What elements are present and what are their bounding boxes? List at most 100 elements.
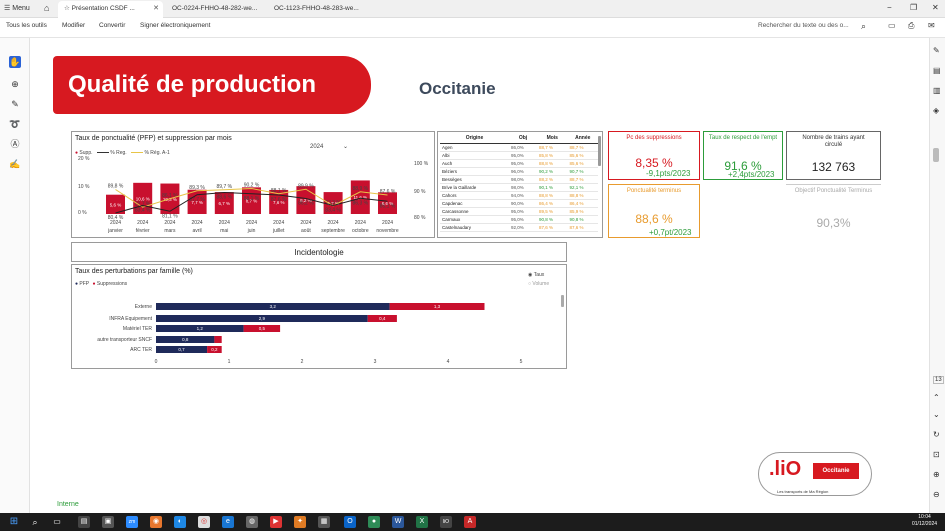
chart-scrollbar[interactable]: [561, 295, 564, 307]
pen-tool-icon[interactable]: ✎: [11, 99, 19, 109]
kpi-objective-value: 90,3%: [816, 216, 851, 230]
x-month-label: avril: [193, 228, 202, 234]
table-cell: 95,0%: [508, 159, 538, 168]
radio-volume[interactable]: ○ Volume: [528, 281, 550, 287]
reg-label: 86,2 %: [298, 201, 314, 207]
text-box-tool-icon[interactable]: Ⓐ: [10, 139, 20, 149]
lio-app-icon[interactable]: liO: [440, 516, 452, 528]
region-label: Occitanie: [419, 79, 496, 98]
maximize-icon[interactable]: ❐: [910, 3, 918, 12]
table-row[interactable]: Castelnaudary 92,0% 87,6 % 87,6 %: [440, 223, 598, 232]
fit-page-icon[interactable]: ⊡: [933, 450, 940, 459]
app4-icon[interactable]: ▦: [318, 516, 330, 528]
reg-prev-label: 89,7 %: [217, 184, 233, 190]
supp-bar: [214, 192, 234, 214]
page-up-icon[interactable]: ⌃: [933, 393, 940, 402]
table-header-0[interactable]: Origine: [440, 134, 509, 144]
table-row[interactable]: Brive la Gaillarde 98,0% 90,1 % 92,1 %: [440, 183, 598, 192]
table-scrollbar[interactable]: [598, 136, 601, 166]
outlook-icon[interactable]: O: [344, 516, 356, 528]
x-year-label: 2024: [273, 220, 284, 226]
menu-convert[interactable]: Convertir: [99, 22, 126, 29]
stamp-tool-icon[interactable]: ✍: [9, 159, 21, 169]
page-number[interactable]: 13: [933, 376, 944, 384]
pages-icon[interactable]: ▥: [933, 86, 941, 95]
home-icon[interactable]: ⌂: [44, 3, 50, 13]
chat-icon[interactable]: ●: [368, 516, 380, 528]
excel-icon[interactable]: X: [416, 516, 428, 528]
bookmark-icon[interactable]: ▤: [933, 66, 941, 75]
kpi-suppression-title: Pc des suppressions: [626, 135, 682, 141]
table-row[interactable]: Cahors 94,0% 88,8 % 88,8 %: [440, 191, 598, 200]
firefox-icon[interactable]: ◉: [150, 516, 162, 528]
window-close-icon[interactable]: ✕: [932, 3, 939, 12]
menu-modify[interactable]: Modifier: [62, 22, 86, 29]
zoom-app-icon[interactable]: zm: [126, 516, 138, 528]
page-title: Qualité de production: [68, 71, 317, 98]
x-year-label: 2024: [137, 220, 148, 226]
radio-taux[interactable]: ◉ Taux: [528, 272, 545, 278]
zoom-tool-icon[interactable]: ⊕: [11, 79, 19, 89]
word-icon[interactable]: W: [392, 516, 404, 528]
table-row[interactable]: Agen 86,0% 88,7 % 88,7 %: [440, 143, 598, 152]
table-cell: Carmaux: [440, 215, 509, 224]
comment-icon[interactable]: ✎: [933, 46, 940, 55]
menu-all-tools[interactable]: Tous les outils: [6, 22, 47, 29]
app2-icon[interactable]: ◍: [246, 516, 258, 528]
kpi-terminus: Ponctualité terminus 88,6 % +0,7pt/2023: [608, 184, 700, 238]
table-header-1[interactable]: Obj: [508, 134, 538, 144]
select-tool-icon[interactable]: ✋: [9, 56, 21, 68]
lasso-tool-icon[interactable]: ➰: [9, 119, 21, 129]
table-cell: Castelnaudary: [440, 223, 509, 232]
app3-icon[interactable]: ▶: [270, 516, 282, 528]
task-view-icon[interactable]: ▭: [53, 517, 61, 526]
menu-button[interactable]: ☰ Menu: [4, 5, 30, 12]
table-row[interactable]: Auch 95,0% 88,8 % 85,6 %: [440, 159, 598, 168]
right-axis-tick: 90 %: [414, 189, 426, 195]
perturbation-chart-panel: Taux des perturbations par famille (%) ●…: [71, 264, 567, 369]
save-icon[interactable]: ▭: [888, 21, 896, 30]
menu-sign[interactable]: Signer électroniquement: [140, 22, 211, 29]
butterfly-icon[interactable]: ✦: [294, 516, 306, 528]
table-cell: Auch: [440, 159, 509, 168]
year-selector[interactable]: 2024 ⌄: [310, 144, 349, 150]
table-row[interactable]: Carmaux 95,0% 90,8 % 90,8 %: [440, 215, 598, 224]
acrobat-icon[interactable]: A: [464, 516, 476, 528]
zoom-out-icon[interactable]: ⊖: [933, 490, 940, 499]
table-cell: Capdenac: [440, 199, 509, 208]
search-input[interactable]: Rechercher du texte ou des o...: [758, 22, 849, 29]
print-icon[interactable]: ⎙: [908, 21, 915, 30]
ie-icon[interactable]: e: [222, 516, 234, 528]
zoom-in-icon[interactable]: ⊕: [933, 470, 940, 479]
edge-icon[interactable]: ◐: [174, 516, 186, 528]
tab-presentation[interactable]: ☆ Présentation CSDF ... ✕: [58, 1, 163, 18]
table-cell: Brive la Gaillarde: [440, 183, 509, 192]
refresh-icon[interactable]: ↻: [933, 430, 940, 439]
layers-icon[interactable]: ◈: [933, 106, 940, 115]
app-icon[interactable]: ▣: [102, 516, 114, 528]
minimize-icon[interactable]: −: [887, 3, 892, 12]
tab-oc-1123[interactable]: OC-1123-FHHO-48-283-we...: [274, 5, 359, 12]
search-icon[interactable]: ⌕: [861, 21, 867, 31]
table-cell: 88,8 %: [567, 191, 598, 200]
tab-oc-0224[interactable]: OC-0224-FHHO-48-282-we...: [172, 5, 258, 12]
table-header-3[interactable]: Année: [567, 134, 598, 144]
chrome-icon[interactable]: ◎: [198, 516, 210, 528]
files-icon[interactable]: ▤: [78, 516, 90, 528]
search-icon[interactable]: ⌕: [32, 517, 38, 527]
close-icon[interactable]: ✕: [153, 5, 159, 12]
table-row[interactable]: Albi 95,0% 85,8 % 85,6 %: [440, 151, 598, 160]
scrollbar-thumb[interactable]: [933, 148, 939, 162]
windows-start-icon[interactable]: ⊞: [9, 516, 19, 527]
table-cell: 95,0%: [508, 151, 538, 160]
table-row[interactable]: Béziers 96,0% 90,2 % 90,7 %: [440, 167, 598, 176]
table-cell: 85,6 %: [567, 151, 598, 160]
table-cell: Albi: [440, 151, 509, 160]
table-row[interactable]: Capdenac 90,0% 86,4 % 86,4 %: [440, 199, 598, 208]
mail-icon[interactable]: ✉: [928, 21, 935, 30]
table-header-2[interactable]: Mois: [537, 134, 568, 144]
table-row[interactable]: Carcassonne 95,0% 89,5 % 85,9 %: [440, 207, 598, 216]
table-row[interactable]: Bessèges 98,0% 88,2 % 88,7 %: [440, 175, 598, 184]
page-down-icon[interactable]: ⌄: [933, 410, 940, 419]
clock[interactable]: 10:04 01/12/2024: [912, 514, 938, 527]
